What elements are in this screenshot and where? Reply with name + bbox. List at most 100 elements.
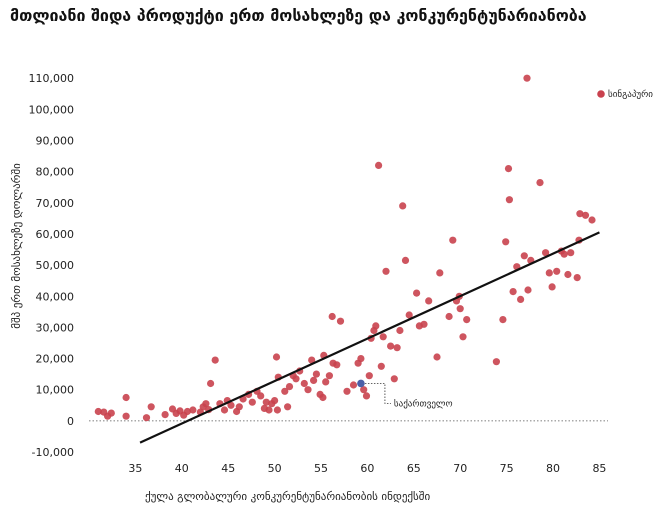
highlight-point — [357, 379, 365, 388]
data-point — [147, 403, 155, 411]
data-point — [360, 386, 368, 394]
data-point — [328, 312, 336, 321]
data-point — [357, 355, 365, 363]
data-point — [382, 267, 390, 275]
x-tick-label: 40 — [175, 462, 189, 475]
data-point — [322, 378, 330, 386]
data-point — [401, 256, 410, 264]
data-point — [304, 386, 312, 394]
data-point — [365, 372, 373, 380]
data-point — [524, 286, 532, 294]
data-point — [420, 320, 428, 328]
data-point — [523, 74, 531, 82]
data-point — [405, 311, 413, 319]
data-point — [220, 406, 229, 414]
x-tick-label: 80 — [546, 462, 560, 475]
y-tick-label: 50,000 — [36, 259, 75, 272]
data-point — [273, 406, 281, 414]
y-tick-label: 40,000 — [36, 290, 75, 303]
data-point — [463, 316, 471, 324]
data-point — [272, 353, 281, 361]
y-tick-label: 70,000 — [36, 197, 75, 210]
highlight-label: საქართველო — [394, 398, 453, 409]
data-point — [588, 216, 596, 224]
y-tick-label: 100,000 — [29, 103, 75, 116]
trend-line — [139, 231, 600, 444]
data-point — [399, 202, 407, 210]
legend-marker — [597, 90, 605, 98]
x-tick-label: 70 — [453, 462, 467, 475]
data-point — [227, 401, 235, 409]
y-axis-label: მშპ ერთ მოსახლეზე დოლარში — [10, 163, 23, 329]
x-tick-label: 45 — [221, 462, 235, 475]
annotation-layer: საქართველო სინგაპური — [357, 89, 653, 409]
data-point — [308, 356, 316, 364]
data-point — [425, 297, 433, 305]
data-point — [107, 409, 115, 417]
data-point — [542, 249, 550, 257]
data-point — [545, 269, 553, 277]
data-point — [235, 403, 243, 411]
chart-title: მთლიანი შიდა პროდუქტი ერთ მოსახლეზე და კ… — [10, 6, 587, 25]
data-point — [459, 333, 467, 341]
y-tick-label: 30,000 — [36, 321, 75, 334]
data-point — [142, 414, 151, 422]
data-point — [336, 317, 345, 325]
data-point — [300, 379, 308, 388]
data-point — [387, 342, 395, 350]
trend-layer — [139, 231, 600, 444]
data-point — [211, 356, 219, 364]
y-tick-label: 0 — [67, 415, 74, 428]
data-point — [349, 381, 358, 389]
data-point — [312, 370, 320, 378]
data-point — [362, 392, 371, 400]
data-point — [257, 392, 265, 400]
data-point — [573, 274, 581, 282]
legend-label: სინგაპური — [608, 89, 653, 100]
data-point — [449, 236, 457, 244]
data-point — [122, 393, 130, 402]
highlight-leader-line — [364, 383, 391, 404]
data-point — [319, 393, 327, 402]
data-point — [492, 358, 500, 366]
y-tick-label: 20,000 — [36, 353, 75, 366]
data-point — [281, 387, 289, 395]
data-point — [375, 161, 383, 169]
data-point — [436, 269, 444, 277]
data-point — [183, 407, 191, 416]
x-axis-label: ქულა გლობალური კონკურენტუნარიანობის ინდე… — [145, 490, 431, 503]
data-point — [564, 270, 572, 279]
x-tick-label: 75 — [500, 462, 514, 475]
x-tick-label: 60 — [360, 462, 374, 475]
data-point — [456, 305, 464, 313]
data-point — [548, 283, 556, 291]
axes-layer: -10,000 0 10,000 20,000 30,000 40,000 50,000 60… — [10, 72, 608, 503]
data-point — [122, 412, 130, 420]
data-point — [284, 403, 292, 411]
data-point — [520, 252, 528, 260]
data-point — [285, 383, 294, 391]
data-point — [517, 295, 525, 303]
data-point — [262, 398, 270, 406]
data-point — [94, 407, 102, 416]
data-point — [325, 372, 333, 380]
data-point — [576, 210, 584, 218]
x-tick-label: 55 — [314, 462, 328, 475]
y-tick-label: 110,000 — [29, 72, 75, 85]
data-point — [396, 326, 404, 335]
data-point — [271, 397, 279, 405]
data-point — [553, 267, 561, 275]
data-point — [265, 406, 273, 414]
data-point — [189, 406, 197, 414]
data-point — [333, 361, 341, 369]
y-tick-label: 80,000 — [36, 166, 75, 179]
data-point — [413, 289, 421, 297]
data-point — [560, 250, 568, 258]
data-point — [499, 316, 507, 324]
data-point — [509, 288, 517, 296]
data-point — [390, 375, 398, 383]
data-point — [379, 333, 387, 341]
data-point — [207, 379, 215, 388]
points-layer — [94, 74, 596, 422]
